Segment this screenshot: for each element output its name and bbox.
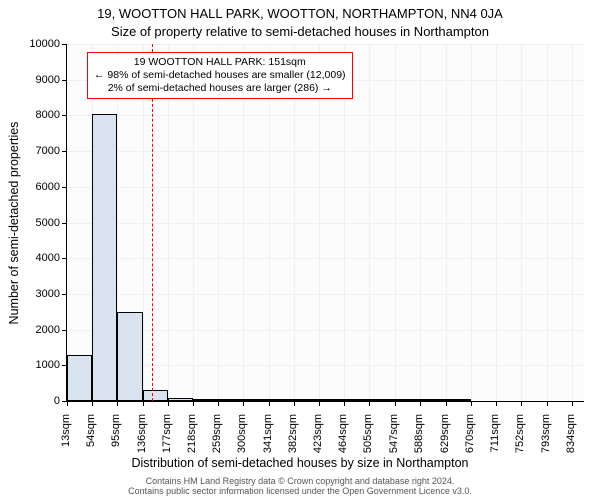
chart-root: 19, WOOTTON HALL PARK, WOOTTON, NORTHAMP… (0, 0, 600, 500)
x-tick-label: 300sqm (236, 414, 248, 453)
histogram-bar (269, 399, 294, 401)
gridline-v (446, 44, 447, 401)
gridline-h (67, 330, 584, 331)
y-tick-label: 5000 (36, 217, 60, 229)
gridline-h (67, 294, 584, 295)
y-tick (62, 44, 67, 45)
y-tick (62, 151, 67, 152)
footer-line-2: Contains public sector information licen… (0, 486, 600, 496)
histogram-bar (294, 399, 319, 401)
footer-line-1: Contains HM Land Registry data © Crown c… (0, 476, 600, 486)
x-tick-label: 382sqm (287, 414, 299, 453)
x-tick-label: 834sqm (565, 414, 577, 453)
histogram-bar (168, 398, 193, 401)
histogram-bar (446, 399, 471, 401)
x-tick-label: 54sqm (85, 414, 97, 447)
x-tick-label: 793sqm (540, 414, 552, 453)
y-tick-label: 8000 (36, 109, 60, 121)
x-tick-label: 177sqm (161, 414, 173, 453)
x-tick-label: 711sqm (489, 414, 501, 452)
gridline-h (67, 258, 584, 259)
x-tick-label: 547sqm (388, 414, 400, 453)
histogram-bar (92, 114, 117, 401)
histogram-bar (420, 399, 445, 401)
y-tick-label: 2000 (36, 324, 60, 336)
gridline-h (67, 187, 584, 188)
y-tick-label: 6000 (36, 181, 60, 193)
histogram-bar (395, 399, 420, 401)
y-tick (62, 223, 67, 224)
y-tick (62, 80, 67, 81)
chart-title-main: 19, WOOTTON HALL PARK, WOOTTON, NORTHAMP… (0, 6, 600, 21)
gridline-v (521, 44, 522, 401)
histogram-bar (319, 399, 344, 401)
y-tick (62, 115, 67, 116)
gridline-v (420, 44, 421, 401)
x-tick-label: 95sqm (110, 414, 122, 447)
y-tick-label: 7000 (36, 145, 60, 157)
y-tick-label: 9000 (36, 74, 60, 86)
y-tick (62, 187, 67, 188)
y-tick (62, 330, 67, 331)
histogram-bar (344, 399, 369, 401)
x-axis-label: Distribution of semi-detached houses by … (0, 456, 600, 470)
reference-line-3: 2% of semi-detached houses are larger (2… (94, 82, 346, 95)
y-tick-label: 3000 (36, 288, 60, 300)
x-tick-label: 505sqm (362, 414, 374, 453)
x-tick-label: 629sqm (439, 414, 451, 453)
gridline-h (67, 115, 584, 116)
x-tick-labels: 13sqm54sqm95sqm136sqm177sqm218sqm259sqm3… (66, 402, 584, 456)
x-tick-label: 423sqm (312, 414, 324, 453)
y-tick-label: 4000 (36, 252, 60, 264)
gridline-h (67, 44, 584, 45)
gridline-v (395, 44, 396, 401)
gridline-v (496, 44, 497, 401)
gridline-h (67, 223, 584, 224)
x-tick-label: 588sqm (413, 414, 425, 453)
histogram-bar (243, 399, 268, 401)
histogram-bar (193, 399, 218, 401)
gridline-v (369, 44, 370, 401)
x-tick-label: 752sqm (514, 414, 526, 453)
reference-annotation: 19 WOOTTON HALL PARK: 151sqm ← 98% of se… (87, 52, 353, 99)
histogram-bar (67, 355, 92, 401)
histogram-bar (218, 399, 243, 401)
x-tick-label: 341sqm (262, 414, 274, 453)
x-tick-label: 259sqm (211, 414, 223, 453)
y-tick-labels: 0100020003000400050006000700080009000100… (0, 44, 60, 402)
gridline-v (471, 44, 472, 401)
reference-line-1: 19 WOOTTON HALL PARK: 151sqm (94, 56, 346, 69)
x-tick-label: 464sqm (337, 414, 349, 453)
x-tick-label: 670sqm (464, 414, 476, 453)
gridline-h (67, 365, 584, 366)
histogram-bar (143, 390, 168, 401)
gridline-h (67, 151, 584, 152)
gridline-v (572, 44, 573, 401)
y-tick (62, 258, 67, 259)
gridline-v (547, 44, 548, 401)
x-tick-label: 136sqm (136, 414, 148, 453)
y-tick (62, 294, 67, 295)
y-tick-label: 10000 (29, 38, 60, 50)
footer-credits: Contains HM Land Registry data © Crown c… (0, 476, 600, 497)
x-tick-label: 218sqm (186, 414, 198, 453)
y-tick-label: 1000 (36, 359, 60, 371)
plot-area: 19 WOOTTON HALL PARK: 151sqm ← 98% of se… (66, 44, 584, 402)
histogram-bar (117, 312, 142, 401)
chart-title-sub: Size of property relative to semi-detach… (0, 24, 600, 39)
y-tick-label: 0 (54, 395, 60, 407)
reference-line-2: ← 98% of semi-detached houses are smalle… (94, 69, 346, 82)
x-tick-label: 13sqm (60, 414, 72, 447)
histogram-bar (369, 399, 394, 401)
